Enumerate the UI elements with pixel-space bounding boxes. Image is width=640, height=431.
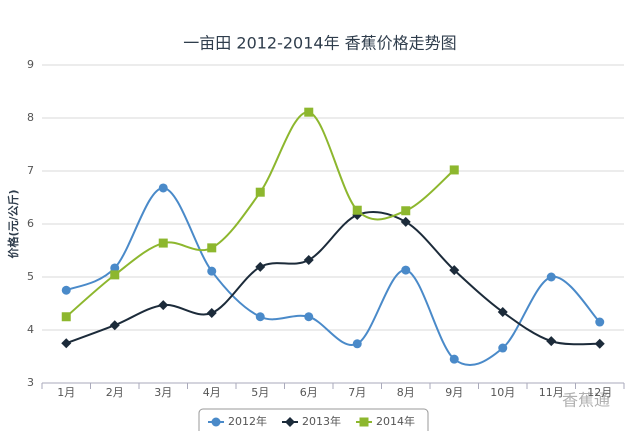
x-tick-label: 6月 xyxy=(300,386,318,399)
point xyxy=(359,417,369,427)
point xyxy=(255,261,266,272)
x-tick-label: 1月 xyxy=(57,386,75,399)
x-tick-label: 8月 xyxy=(397,386,415,399)
point xyxy=(158,183,168,193)
point xyxy=(255,187,265,197)
point xyxy=(207,243,217,253)
point xyxy=(158,238,168,248)
point xyxy=(401,206,411,216)
y-tick-label: 6 xyxy=(27,217,34,230)
point xyxy=(546,272,556,282)
x-tick-label: 10月 xyxy=(490,386,515,399)
point xyxy=(304,312,314,322)
y-tick-label: 8 xyxy=(27,111,34,124)
point xyxy=(285,417,295,427)
series-line xyxy=(65,210,600,346)
point xyxy=(546,336,557,347)
point xyxy=(110,263,120,273)
point xyxy=(352,205,362,215)
point xyxy=(449,165,459,175)
point xyxy=(401,265,411,275)
point xyxy=(61,338,72,349)
point xyxy=(206,308,217,319)
point xyxy=(449,265,460,276)
y-tick-label: 7 xyxy=(27,164,34,177)
point xyxy=(400,216,411,227)
x-tick-label: 12月 xyxy=(587,386,612,399)
point xyxy=(211,417,221,427)
x-tick-label: 5月 xyxy=(251,386,269,399)
point xyxy=(498,343,508,353)
point xyxy=(61,312,71,322)
point xyxy=(207,266,217,276)
x-tick-label: 4月 xyxy=(203,386,221,399)
x-tick-label: 9月 xyxy=(445,386,463,399)
point xyxy=(303,255,314,266)
y-axis-label: 价格(元/公斤) xyxy=(6,189,20,258)
point xyxy=(595,317,605,327)
point xyxy=(110,270,120,280)
watermark: 香蕉通 xyxy=(562,391,610,410)
point xyxy=(255,312,265,322)
point xyxy=(352,339,362,349)
x-tick-label: 11月 xyxy=(539,386,564,399)
y-tick-label: 3 xyxy=(27,376,34,389)
legend-label: 2014年 xyxy=(376,414,415,428)
y-tick-label: 9 xyxy=(27,58,34,71)
point xyxy=(158,300,169,311)
point xyxy=(497,306,508,317)
point xyxy=(109,320,120,331)
point xyxy=(449,354,459,364)
x-tick-label: 7月 xyxy=(348,386,366,399)
point xyxy=(594,338,605,349)
legend-label: 2012年 xyxy=(228,414,267,428)
series-line xyxy=(65,111,455,318)
y-tick-label: 5 xyxy=(27,270,34,283)
y-tick-label: 4 xyxy=(27,323,34,336)
legend-label: 2013年 xyxy=(302,414,341,428)
chart-title: 一亩田 2012-2014年 香蕉价格走势图 xyxy=(183,34,456,53)
point xyxy=(304,107,314,117)
x-tick-label: 3月 xyxy=(154,386,172,399)
legend-box xyxy=(198,408,429,431)
point xyxy=(61,285,71,295)
x-tick-label: 2月 xyxy=(106,386,124,399)
